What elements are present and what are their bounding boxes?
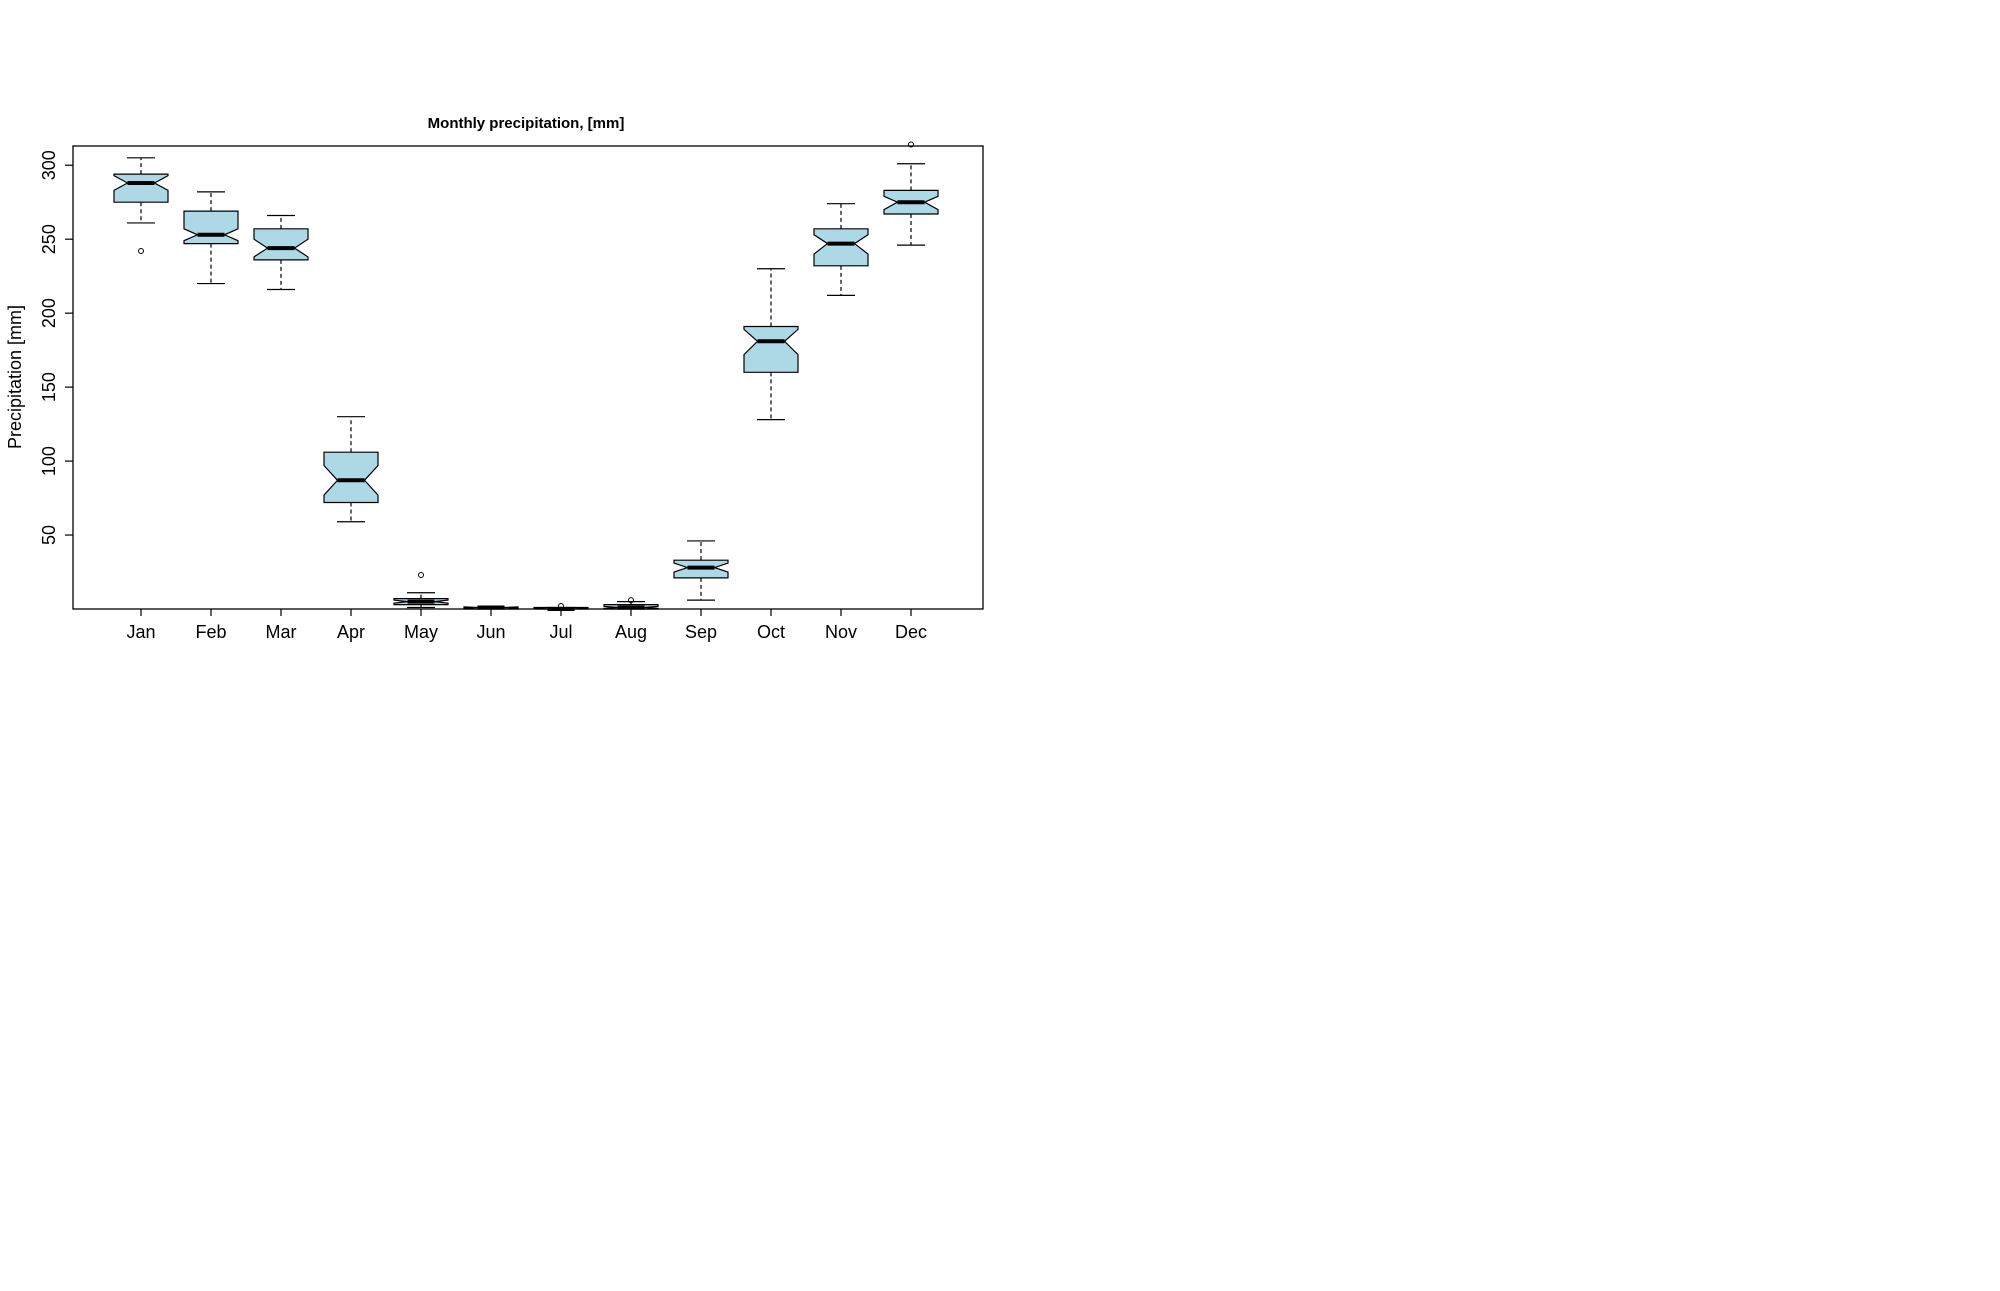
x-tick-label: Sep <box>685 622 717 642</box>
box-body <box>113 173 169 203</box>
y-tick-label: 50 <box>39 525 59 545</box>
box-mar <box>253 214 309 291</box>
outlier-point <box>628 597 634 604</box>
x-tick-label: Jun <box>476 622 505 642</box>
box-body <box>323 451 379 504</box>
box-body <box>253 228 309 261</box>
y-axis-label: Precipitation [mm] <box>5 305 25 449</box>
box-jan <box>113 157 169 255</box>
outlier-point <box>908 141 914 148</box>
outlier-point <box>418 571 424 578</box>
y-tick-label: 300 <box>39 150 59 180</box>
plot-frame <box>72 145 984 610</box>
outlier-point <box>558 603 564 610</box>
y-axis: 50 100 150 200 250 300 <box>39 150 73 545</box>
x-tick-label: Dec <box>895 622 927 642</box>
x-tick-label: Jul <box>549 622 572 642</box>
y-tick-label: 100 <box>39 446 59 476</box>
box-apr <box>323 416 379 523</box>
x-tick-label: May <box>404 622 438 642</box>
x-axis: Jan Feb Mar Apr May Jun Jul Aug Sep Oct Nov Dec <box>126 609 927 642</box>
chart-title: Monthly precipitation, [mm] <box>428 115 625 132</box>
x-tick-label: Apr <box>337 622 365 642</box>
x-tick-label: Jan <box>126 622 155 642</box>
x-tick-label: Oct <box>757 622 785 642</box>
y-tick-label: 150 <box>39 372 59 402</box>
box-jul <box>533 603 589 611</box>
box-sep <box>673 540 729 601</box>
box-dec <box>883 141 939 246</box>
box-nov <box>813 203 869 297</box>
x-tick-label: Mar <box>266 622 297 642</box>
x-tick-label: Aug <box>615 622 647 642</box>
boxes-layer <box>113 141 939 611</box>
x-tick-label: Feb <box>195 622 226 642</box>
box-body <box>743 325 799 373</box>
outlier-point <box>138 248 144 255</box>
box-body <box>183 210 239 245</box>
box-oct <box>743 268 799 421</box>
y-tick-label: 200 <box>39 298 59 328</box>
box-feb <box>183 191 239 285</box>
box-body <box>813 228 869 267</box>
box-aug <box>603 597 659 610</box>
box-may <box>393 571 449 609</box>
y-tick-label: 250 <box>39 224 59 254</box>
box-jun <box>463 605 519 610</box>
x-tick-label: Nov <box>825 622 857 642</box>
